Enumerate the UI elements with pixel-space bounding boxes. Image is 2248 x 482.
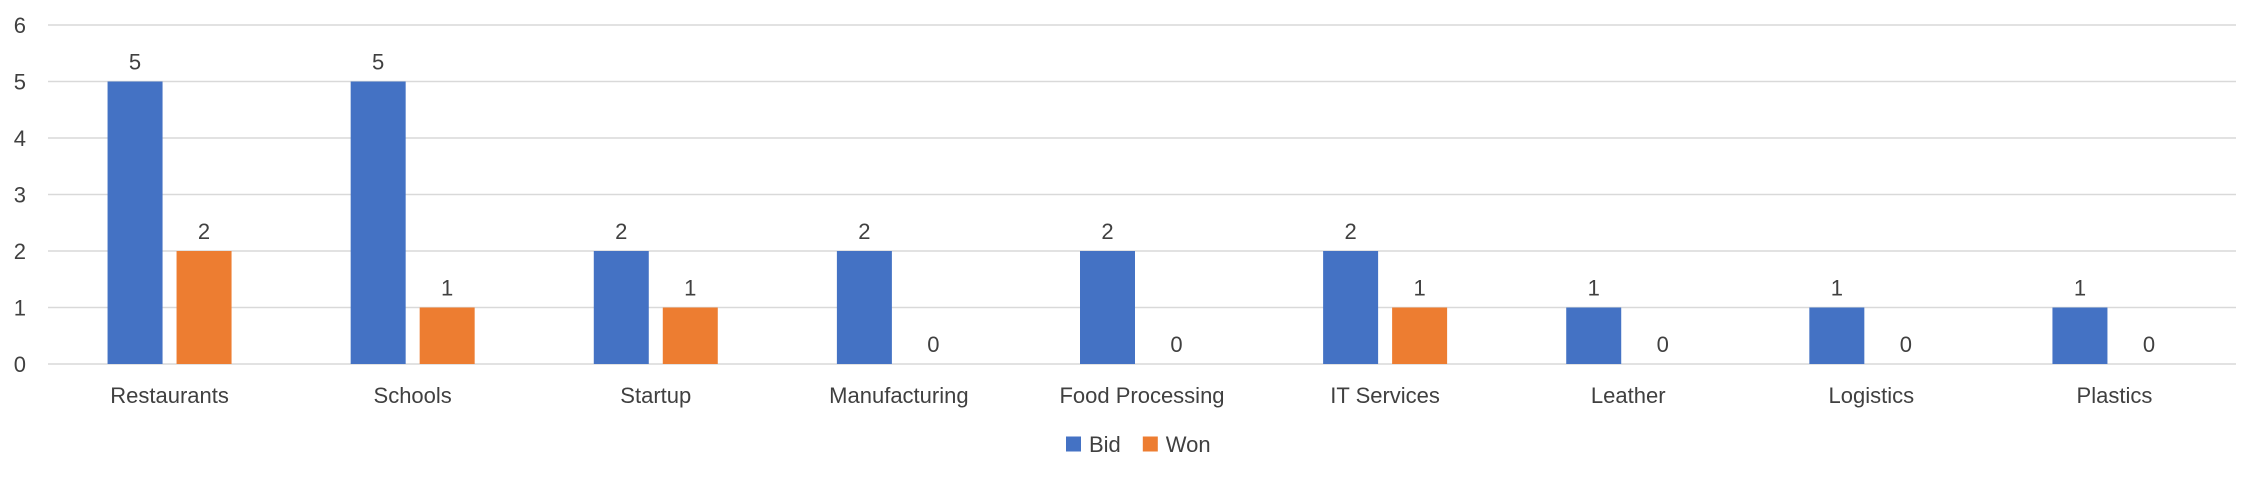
category-label: Logistics xyxy=(1829,383,1915,408)
data-label-won: 0 xyxy=(927,332,939,357)
bar-bid xyxy=(1080,251,1135,364)
labels-layer: 0 1 2 3 4 5 6 5 2 Restaurants 5 1 Schools 2 1 Startup 2 0… xyxy=(14,13,2155,408)
category-label: Schools xyxy=(374,383,452,408)
bar-bid xyxy=(836,251,892,364)
data-label-won: 2 xyxy=(198,219,210,244)
legend-swatch-bid xyxy=(1066,436,1081,452)
data-label-bid: 2 xyxy=(1344,219,1356,244)
y-tick-label: 2 xyxy=(14,239,26,264)
bar-bid xyxy=(1566,307,1622,364)
data-label-won: 1 xyxy=(684,276,696,301)
data-label-won: 1 xyxy=(1413,276,1425,301)
bar-bid xyxy=(1809,307,1865,364)
data-label-won: 0 xyxy=(1170,332,1182,357)
bar-bid xyxy=(107,81,163,364)
data-label-bid: 1 xyxy=(1831,276,1843,301)
bar-won xyxy=(176,251,232,364)
bar-won xyxy=(662,307,718,364)
data-label-bid: 2 xyxy=(858,219,870,244)
legend-label-won: Won xyxy=(1166,432,1211,457)
bar-bid xyxy=(350,81,406,364)
y-tick-label: 3 xyxy=(14,183,26,208)
y-tick-label: 0 xyxy=(14,352,26,377)
bar-bid xyxy=(1323,251,1379,364)
grid-layer xyxy=(48,24,2236,365)
category-label: Restaurants xyxy=(110,383,229,408)
data-label-bid: 1 xyxy=(1588,276,1600,301)
data-label-won: 0 xyxy=(2143,332,2155,357)
y-tick-label: 4 xyxy=(14,126,26,151)
data-label-bid: 2 xyxy=(1101,219,1113,244)
data-label-bid: 1 xyxy=(2074,276,2086,301)
bar-won xyxy=(419,307,475,364)
legend-swatch-won xyxy=(1142,436,1158,452)
bar-bid xyxy=(593,251,649,364)
data-label-won: 0 xyxy=(1657,332,1669,357)
y-tick-label: 6 xyxy=(14,13,26,38)
category-label: Leather xyxy=(1591,383,1666,408)
bar-bid xyxy=(2052,307,2108,364)
bar-won xyxy=(1392,307,1448,364)
y-tick-label: 1 xyxy=(14,296,26,321)
legend-label-bid: Bid xyxy=(1089,432,1121,457)
y-tick-label: 5 xyxy=(14,70,26,95)
bars-layer xyxy=(107,81,2108,364)
category-label: Manufacturing xyxy=(829,383,968,408)
category-label: Startup xyxy=(620,383,691,408)
data-label-bid: 5 xyxy=(372,50,384,75)
category-label: Plastics xyxy=(2077,383,2153,408)
data-label-won: 0 xyxy=(1900,332,1912,357)
category-label: Food Processing xyxy=(1059,383,1224,408)
category-label: IT Services xyxy=(1330,383,1440,408)
data-label-bid: 5 xyxy=(129,50,141,75)
data-label-bid: 2 xyxy=(615,219,627,244)
data-label-won: 1 xyxy=(441,276,453,301)
legend: Bid Won xyxy=(1066,432,1211,457)
